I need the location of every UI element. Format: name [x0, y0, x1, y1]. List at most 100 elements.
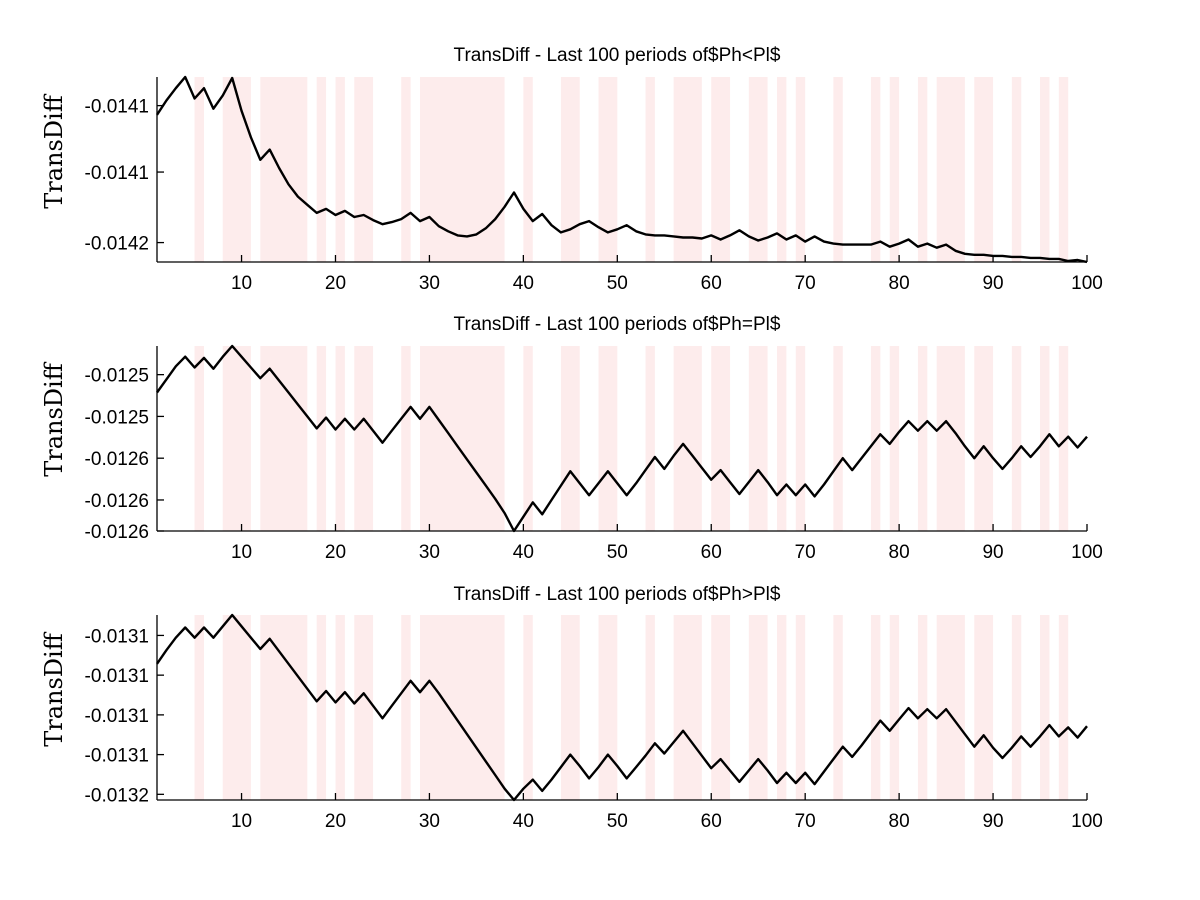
shaded-region — [917, 615, 928, 800]
y-tick-label: -0.0126 — [85, 449, 149, 470]
subplot-title: TransDiff - Last 100 periods of$Ph=Pl$ — [454, 314, 781, 335]
x-tick-label: 20 — [325, 542, 346, 563]
subplot-title: TransDiff - Last 100 periods of$Ph<Pl$ — [454, 45, 781, 66]
shaded-regions — [194, 346, 1069, 531]
shaded-region — [974, 77, 994, 262]
shaded-region — [795, 346, 806, 531]
x-tick-label: 90 — [982, 273, 1003, 294]
shaded-region — [523, 346, 533, 531]
shaded-region — [833, 77, 843, 262]
y-tick-label: -0.0125 — [85, 407, 149, 428]
shaded-region — [354, 77, 374, 262]
shaded-region — [777, 615, 787, 800]
y-tick-label: -0.0141 — [85, 163, 149, 184]
shaded-region — [673, 346, 702, 531]
shaded-region — [1011, 615, 1022, 800]
y-axis-ticks: -0.0131 -0.0131 -0.0131 -0.0131 -0.0132 — [85, 626, 164, 806]
shaded-region — [194, 346, 204, 531]
x-tick-label: 20 — [325, 273, 346, 294]
shaded-region — [645, 77, 655, 262]
x-axis-ticks: 10 20 30 40 50 60 70 80 90 100 — [231, 524, 1103, 563]
x-tick-label: 60 — [701, 542, 722, 563]
shaded-region — [645, 346, 655, 531]
shaded-region — [260, 346, 308, 531]
shaded-region — [560, 346, 580, 531]
y-tick-label: -0.0131 — [85, 626, 149, 647]
x-tick-label: 100 — [1071, 811, 1103, 832]
x-tick-label: 50 — [607, 273, 628, 294]
x-tick-label: 80 — [889, 811, 910, 832]
shaded-region — [711, 346, 731, 531]
shaded-region — [711, 77, 731, 262]
shaded-region — [523, 615, 533, 800]
shaded-region — [833, 615, 843, 800]
shaded-region — [316, 615, 327, 800]
x-tick-label: 60 — [701, 273, 722, 294]
shaded-region — [420, 346, 505, 531]
shaded-region — [673, 615, 702, 800]
shaded-region — [917, 77, 928, 262]
shaded-region — [194, 615, 204, 800]
y-tick-label: -0.0131 — [85, 666, 149, 687]
shaded-region — [401, 615, 411, 800]
shaded-region — [1058, 346, 1069, 531]
shaded-region — [889, 77, 900, 262]
shaded-region — [260, 77, 308, 262]
y-axis-ticks: -0.0141 -0.0141 -0.0142 — [85, 97, 164, 255]
shaded-region — [1040, 77, 1050, 262]
subplot-ph-lt-pl: TransDiff - Last 100 periods of$Ph<Pl$ T… — [40, 45, 1103, 294]
shaded-region — [1040, 615, 1050, 800]
y-axis-label: TransDiff — [40, 361, 68, 476]
shaded-region — [598, 346, 618, 531]
x-axis-ticks: 10 20 30 40 50 60 70 80 90 100 — [231, 793, 1103, 832]
shaded-region — [1011, 346, 1022, 531]
y-tick-label: -0.0142 — [85, 234, 149, 255]
x-tick-label: 40 — [513, 273, 534, 294]
shaded-region — [974, 346, 994, 531]
shaded-region — [711, 615, 731, 800]
y-axis-label: TransDiff — [40, 93, 68, 208]
x-tick-label: 30 — [419, 542, 440, 563]
subplot-ph-eq-pl: TransDiff - Last 100 periods of$Ph=Pl$ T… — [40, 314, 1103, 563]
shaded-region — [222, 615, 251, 800]
x-tick-label: 80 — [889, 542, 910, 563]
shaded-region — [335, 615, 345, 800]
y-axis-label: TransDiff — [40, 631, 68, 746]
shaded-region — [673, 77, 702, 262]
shaded-region — [222, 77, 251, 262]
x-tick-label: 30 — [419, 811, 440, 832]
shaded-region — [194, 77, 204, 262]
x-tick-label: 10 — [231, 811, 252, 832]
shaded-region — [598, 77, 618, 262]
subplot-title: TransDiff - Last 100 periods of$Ph>Pl$ — [454, 584, 781, 605]
x-tick-label: 50 — [607, 542, 628, 563]
series-line — [155, 75, 1088, 264]
shaded-region — [560, 615, 580, 800]
shaded-region — [748, 77, 768, 262]
shaded-region — [917, 346, 928, 531]
y-tick-label: -0.0131 — [85, 746, 149, 767]
y-axis-ticks: -0.0125 -0.0125 -0.0126 -0.0126 -0.0126 — [85, 366, 164, 543]
shaded-region — [316, 77, 327, 262]
shaded-region — [645, 615, 655, 800]
shaded-region — [335, 346, 345, 531]
shaded-region — [889, 615, 900, 800]
x-tick-label: 10 — [231, 542, 252, 563]
shaded-region — [1058, 615, 1069, 800]
shaded-regions — [194, 615, 1069, 800]
shaded-region — [795, 77, 806, 262]
series-line — [156, 613, 1088, 802]
x-tick-label: 20 — [325, 811, 346, 832]
x-tick-label: 50 — [607, 811, 628, 832]
x-tick-label: 30 — [419, 273, 440, 294]
x-tick-label: 70 — [795, 811, 816, 832]
y-tick-label: -0.0141 — [85, 97, 149, 118]
shaded-region — [748, 346, 768, 531]
subplot-ph-gt-pl: TransDiff - Last 100 periods of$Ph>Pl$ T… — [40, 584, 1103, 832]
x-tick-label: 90 — [982, 542, 1003, 563]
x-tick-label: 60 — [701, 811, 722, 832]
shaded-region — [560, 77, 580, 262]
y-tick-label: -0.0126 — [85, 491, 149, 512]
x-tick-label: 80 — [889, 273, 910, 294]
